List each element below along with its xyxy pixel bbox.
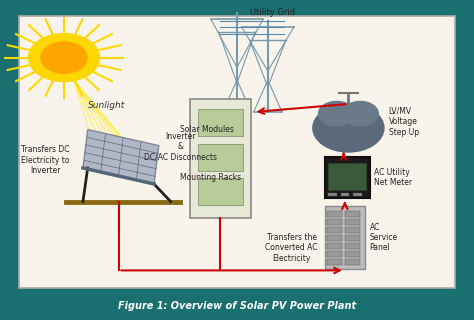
Circle shape (313, 104, 384, 152)
Bar (0, 291, 474, 320)
Bar (190, 99, 251, 218)
Bar (198, 144, 243, 171)
Circle shape (342, 101, 378, 126)
Bar (198, 178, 243, 205)
Bar (345, 227, 360, 233)
Bar (345, 251, 360, 257)
Bar (345, 243, 360, 249)
Text: AC Utility
Net Meter: AC Utility Net Meter (374, 168, 412, 187)
Bar (327, 251, 341, 257)
Text: AC
Service
Panel: AC Service Panel (370, 223, 398, 252)
Text: Sunlight: Sunlight (88, 101, 125, 110)
Bar (341, 193, 349, 196)
Bar (328, 163, 366, 190)
Bar (198, 109, 243, 136)
Text: Inverter
&
DC/AC Disconnects: Inverter & DC/AC Disconnects (144, 132, 217, 162)
Text: Solar Modules: Solar Modules (180, 125, 234, 134)
Bar (327, 259, 341, 265)
Text: Utility Grid: Utility Grid (250, 8, 295, 17)
Bar (327, 235, 341, 241)
Bar (353, 193, 362, 196)
Bar (19, 16, 455, 288)
Text: Figure 1: Overview of Solar PV Power Plant: Figure 1: Overview of Solar PV Power Pla… (118, 300, 356, 311)
Text: Mounting Racks: Mounting Racks (180, 173, 241, 182)
Bar (345, 259, 360, 265)
Circle shape (41, 42, 87, 73)
Bar (327, 211, 341, 217)
Bar (345, 219, 360, 225)
Bar (327, 219, 341, 225)
Text: Transfers the
Converted AC
Electricity: Transfers the Converted AC Electricity (265, 233, 318, 263)
Bar (345, 235, 360, 241)
Circle shape (28, 34, 100, 82)
Circle shape (319, 101, 355, 126)
Bar (327, 243, 341, 249)
Text: Transfers DC
Electricity to
Inverter: Transfers DC Electricity to Inverter (21, 145, 69, 175)
Bar (345, 211, 360, 217)
Bar (325, 206, 365, 269)
Text: LV/MV
Voltage
Step Up: LV/MV Voltage Step Up (389, 107, 419, 137)
Bar (328, 193, 337, 196)
Bar (325, 157, 370, 198)
Bar (327, 227, 341, 233)
Polygon shape (83, 130, 159, 184)
